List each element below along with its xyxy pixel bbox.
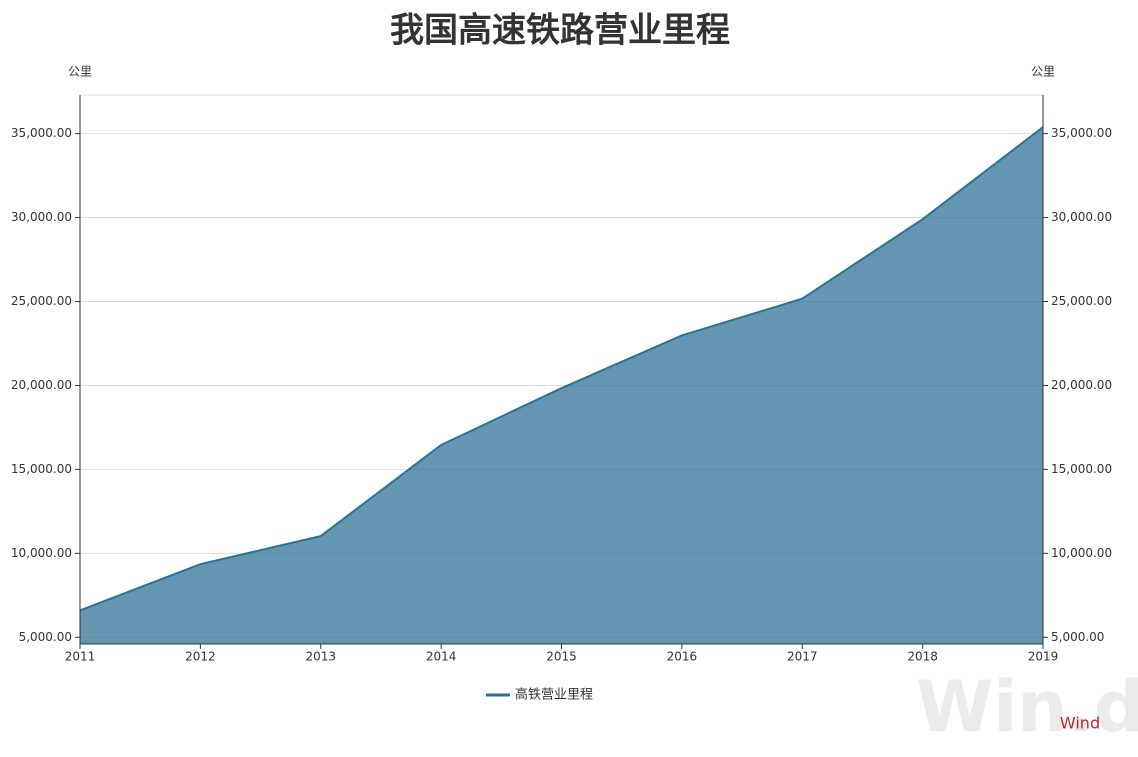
y-tick-label: 5,000.00 <box>19 630 72 644</box>
area <box>80 127 1043 645</box>
y2-tick-label: 10,000.00 <box>1051 546 1112 560</box>
x-tick-label: 2015 <box>546 650 577 664</box>
y2-tick-label: 15,000.00 <box>1051 462 1112 476</box>
x-tick-label: 2017 <box>787 650 818 664</box>
y-tick-label: 20,000.00 <box>11 378 72 392</box>
y2-tick-label: 30,000.00 <box>1051 210 1112 224</box>
source: Wind <box>1060 714 1100 733</box>
x-tick-label: 2011 <box>65 650 96 664</box>
x-tick-label: 2018 <box>907 650 938 664</box>
legend-label: 高铁营业里程 <box>515 687 593 703</box>
y-tick-label: 10,000.00 <box>11 546 72 560</box>
chart-title: 我国高速铁路营业里程 <box>390 11 730 51</box>
y-tick-label: 25,000.00 <box>11 294 72 308</box>
line <box>79 126 1044 612</box>
y2-axis-unit: 公里 <box>1031 65 1055 79</box>
x-tick-label: 2016 <box>667 650 698 664</box>
x-tick-label: 2019 <box>1028 650 1059 664</box>
x-tick-label: 2014 <box>426 650 457 664</box>
y2-tick-label: 35,000.00 <box>1051 126 1112 140</box>
watermark: Win.d <box>916 666 1138 748</box>
y2-tick-label: 20,000.00 <box>1051 378 1112 392</box>
x-tick-label: 2013 <box>305 650 336 664</box>
y-axis-unit: 公里 <box>68 65 92 79</box>
y2-tick-label: 25,000.00 <box>1051 294 1112 308</box>
y-tick-label: 35,000.00 <box>11 126 72 140</box>
x-tick-label: 2012 <box>185 650 216 664</box>
y-tick-label: 30,000.00 <box>11 210 72 224</box>
y-tick-label: 15,000.00 <box>11 462 72 476</box>
y2-tick-label: 5,000.00 <box>1051 630 1104 644</box>
